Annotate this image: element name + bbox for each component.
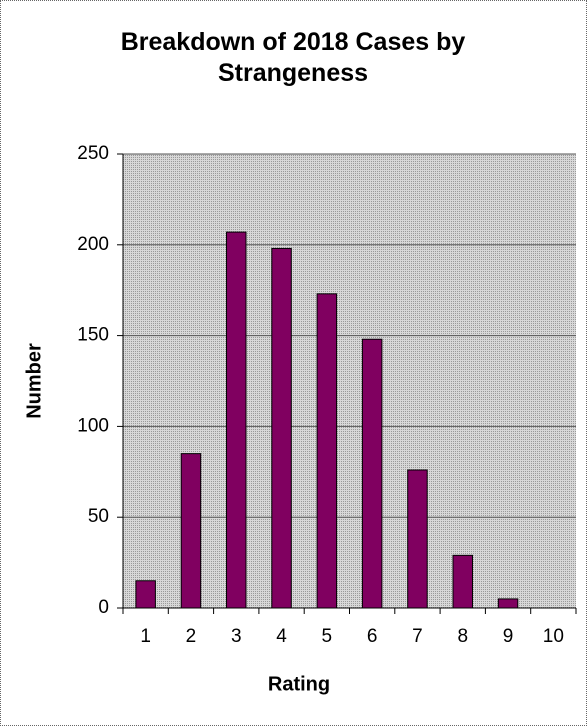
y-tick-label: 0 [98,597,109,618]
x-tick-label: 9 [503,626,514,647]
y-tick-label: 50 [88,506,109,527]
x-tick-label: 6 [367,626,378,647]
bar [135,580,156,609]
bar [226,231,247,609]
bar [180,453,202,609]
y-tick-label: 200 [77,234,109,255]
x-tick-label: 3 [231,626,242,647]
x-tick-label: 1 [140,626,151,647]
x-tick-label: 8 [457,626,468,647]
bar [452,554,473,609]
chart-title: Breakdown of 2018 Cases by Strangeness [120,28,466,87]
x-axis-label: Rating [268,673,330,695]
bar [407,469,428,609]
x-tick-label: 2 [186,626,197,647]
x-tick-label: 4 [276,626,287,647]
x-tick-label: 7 [412,626,423,647]
bar [271,247,292,609]
y-axis-label: Number [23,343,45,419]
y-tick-label: 150 [77,325,109,346]
bar [361,338,383,609]
bar [316,293,338,609]
bar [497,598,519,609]
y-tick-label: 100 [77,415,109,436]
x-tick-label: 5 [322,626,333,647]
y-tick-label: 250 [77,143,109,164]
x-tick-label: 10 [543,626,564,647]
